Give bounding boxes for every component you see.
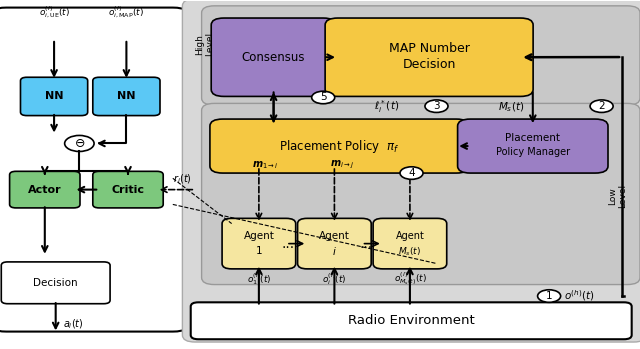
FancyBboxPatch shape (458, 119, 608, 173)
Text: Placement: Placement (506, 133, 560, 143)
Text: ...: ... (360, 237, 372, 251)
Text: Agent: Agent (243, 231, 275, 241)
FancyBboxPatch shape (20, 77, 88, 116)
FancyBboxPatch shape (298, 218, 371, 269)
Text: $M_s(t)$: $M_s(t)$ (398, 245, 422, 258)
Text: $\boldsymbol{m}_{i\to j}$: $\boldsymbol{m}_{i\to j}$ (330, 158, 355, 171)
Text: $\boldsymbol{m}_{1\to i}$: $\boldsymbol{m}_{1\to i}$ (252, 159, 279, 171)
Text: NN: NN (45, 91, 63, 102)
FancyBboxPatch shape (191, 302, 632, 339)
Text: Agent: Agent (396, 231, 424, 241)
FancyBboxPatch shape (373, 218, 447, 269)
Text: Low
Level: Low Level (608, 184, 627, 208)
Text: $o_{i,\mathrm{UE}}^{(l)}(t)$: $o_{i,\mathrm{UE}}^{(l)}(t)$ (38, 5, 70, 20)
FancyBboxPatch shape (202, 103, 640, 284)
Text: 3: 3 (433, 101, 440, 111)
Text: 1: 1 (546, 291, 552, 301)
Text: $a_i(t)$: $a_i(t)$ (63, 318, 84, 332)
Text: Actor: Actor (28, 185, 61, 195)
Text: 1: 1 (255, 246, 262, 256)
FancyBboxPatch shape (211, 18, 336, 96)
Text: MAP Number: MAP Number (388, 42, 470, 55)
FancyBboxPatch shape (210, 119, 469, 173)
Text: High
Level: High Level (195, 32, 214, 56)
Text: NN: NN (117, 91, 136, 102)
Text: Placement Policy  $\pi_f$: Placement Policy $\pi_f$ (279, 138, 400, 155)
Text: $\ell_i^*(t)$: $\ell_i^*(t)$ (374, 98, 399, 115)
FancyBboxPatch shape (93, 171, 163, 208)
Circle shape (312, 91, 335, 104)
FancyBboxPatch shape (222, 218, 296, 269)
Text: $\ominus$: $\ominus$ (74, 137, 85, 150)
Text: Radio Environment: Radio Environment (348, 314, 475, 327)
Circle shape (65, 135, 94, 151)
FancyBboxPatch shape (0, 8, 192, 332)
Circle shape (425, 100, 448, 112)
FancyBboxPatch shape (182, 0, 640, 342)
Text: 2: 2 (598, 101, 605, 111)
Text: $o_i^{(l)}(t)$: $o_i^{(l)}(t)$ (322, 272, 347, 287)
Text: Policy Manager: Policy Manager (496, 147, 570, 157)
Text: Decision: Decision (33, 278, 78, 288)
Text: $i$: $i$ (332, 245, 337, 257)
Text: Agent: Agent (319, 231, 350, 241)
Text: $o_{i,\mathrm{MAP}}^{(l)}(t)$: $o_{i,\mathrm{MAP}}^{(l)}(t)$ (108, 5, 145, 20)
Text: $r_i(t)$: $r_i(t)$ (173, 172, 192, 186)
FancyBboxPatch shape (93, 77, 160, 116)
Text: 4: 4 (408, 168, 415, 178)
FancyBboxPatch shape (325, 18, 533, 96)
Text: 5: 5 (320, 92, 326, 103)
Circle shape (590, 100, 613, 112)
Circle shape (400, 167, 423, 179)
Circle shape (538, 290, 561, 302)
FancyBboxPatch shape (1, 262, 110, 304)
Text: $o^{(h)}(t)$: $o^{(h)}(t)$ (564, 289, 595, 303)
Text: $M_s(t)$: $M_s(t)$ (498, 100, 524, 114)
Text: Critic: Critic (111, 185, 145, 195)
FancyBboxPatch shape (10, 171, 80, 208)
Text: $o_{M_s(t)}^{(l)}(t)$: $o_{M_s(t)}^{(l)}(t)$ (394, 270, 426, 287)
Text: Consensus: Consensus (242, 51, 305, 64)
Text: Decision: Decision (403, 58, 456, 72)
Text: $o_1^{(l)}(t)$: $o_1^{(l)}(t)$ (246, 272, 271, 287)
FancyBboxPatch shape (202, 6, 640, 105)
Text: ...: ... (282, 237, 294, 251)
